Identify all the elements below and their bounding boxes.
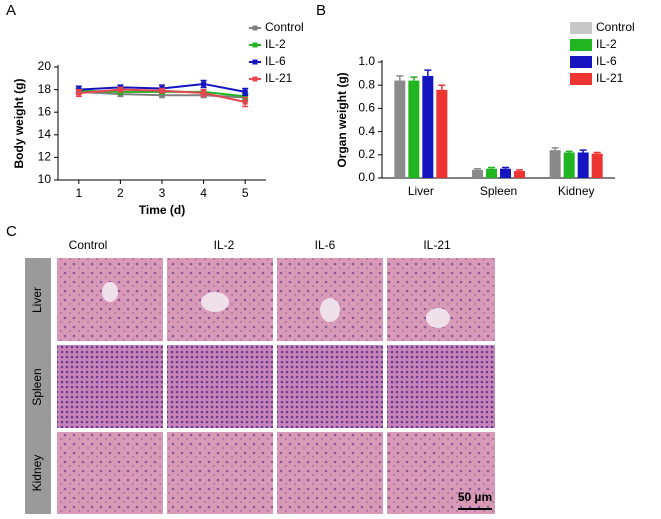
y-tick-label: 1.0 <box>358 54 375 68</box>
panel-label: A <box>6 2 16 19</box>
bar <box>549 150 561 178</box>
point <box>159 92 165 98</box>
legend-label: IL-21 <box>265 71 293 85</box>
x-tick-label: Liver <box>408 184 434 198</box>
error-bar <box>488 166 495 169</box>
legend-label: IL-6 <box>265 54 286 68</box>
bar <box>514 171 525 178</box>
bar <box>563 152 575 178</box>
error-bar <box>424 69 432 76</box>
y-tick-label: 20 <box>38 59 52 73</box>
error-bar <box>396 75 404 81</box>
row-label: Kidney <box>30 455 44 492</box>
y-tick-label: 0.0 <box>358 170 375 184</box>
x-tick-label: 2 <box>117 186 124 200</box>
bar <box>591 153 603 178</box>
point <box>242 99 248 105</box>
kidney-images <box>57 432 495 514</box>
bar <box>472 169 483 178</box>
legend-swatch <box>570 56 592 68</box>
row-strip <box>25 258 51 514</box>
bar <box>500 168 511 178</box>
legend-marker <box>252 59 258 65</box>
bar <box>577 152 589 178</box>
point <box>159 88 165 94</box>
y-tick-label: 14 <box>38 127 52 141</box>
y-tick-label: 18 <box>38 82 52 96</box>
panel-label: B <box>316 2 326 19</box>
legend-swatch <box>570 22 592 34</box>
error-bar <box>579 149 587 153</box>
y-tick-label: 0.8 <box>358 77 375 91</box>
legend-marker <box>252 42 258 48</box>
column-label: Control <box>69 238 108 252</box>
error-bar <box>502 166 509 169</box>
y-axis-label: Body weight (g) <box>12 79 26 169</box>
legend-swatch <box>570 73 592 85</box>
row-label: Liver <box>30 287 44 313</box>
point <box>242 89 248 95</box>
bar <box>436 89 448 178</box>
panel-label: C <box>6 223 17 240</box>
legend-marker <box>252 76 258 82</box>
bar <box>394 80 406 178</box>
x-tick-label: Kidney <box>558 184 595 198</box>
legend-label: IL-21 <box>596 71 624 85</box>
x-tick-label: 5 <box>242 186 249 200</box>
point <box>201 90 207 96</box>
bar <box>422 75 434 178</box>
bar <box>408 80 420 178</box>
legend-label: IL-6 <box>596 54 617 68</box>
y-tick-label: 10 <box>38 172 52 186</box>
y-tick-label: 0.4 <box>358 124 375 138</box>
x-tick-label: Spleen <box>480 184 517 198</box>
vessels <box>102 282 450 328</box>
legend-label: Control <box>596 20 635 34</box>
histology-grid: 50 µm <box>25 258 495 514</box>
point <box>242 93 248 99</box>
column-label: IL-21 <box>423 238 451 252</box>
error-bar <box>516 169 523 172</box>
column-label: IL-2 <box>214 238 235 252</box>
point <box>201 81 207 87</box>
point <box>117 87 123 93</box>
error-bar <box>565 150 573 153</box>
error-bar <box>410 76 418 81</box>
x-tick-label: 4 <box>200 186 207 200</box>
spleen-images <box>57 345 495 428</box>
liver-images <box>57 258 495 341</box>
error-bar <box>593 151 601 154</box>
y-axis-label: Organ weight (g) <box>335 72 349 167</box>
legend-swatch <box>570 39 592 51</box>
legend-label: IL-2 <box>265 37 286 51</box>
row-label: Spleen <box>30 368 44 405</box>
y-tick-label: 0.2 <box>358 147 375 161</box>
error-bar <box>551 147 559 151</box>
x-axis-label: Time (d) <box>139 203 185 217</box>
x-tick-label: 1 <box>75 186 82 200</box>
y-tick-label: 12 <box>38 150 52 164</box>
column-label: IL-6 <box>315 238 336 252</box>
point <box>76 90 82 96</box>
x-tick-label: 3 <box>159 186 166 200</box>
y-tick-label: 0.6 <box>358 101 375 115</box>
legend-label: IL-2 <box>596 37 617 51</box>
legend-marker <box>252 25 258 31</box>
legend-label: Control <box>265 20 304 34</box>
scale-bar-label: 50 µm <box>458 490 492 504</box>
bar <box>486 168 497 178</box>
error-bar <box>474 167 481 170</box>
y-tick-label: 16 <box>38 104 52 118</box>
error-bar <box>438 84 446 90</box>
